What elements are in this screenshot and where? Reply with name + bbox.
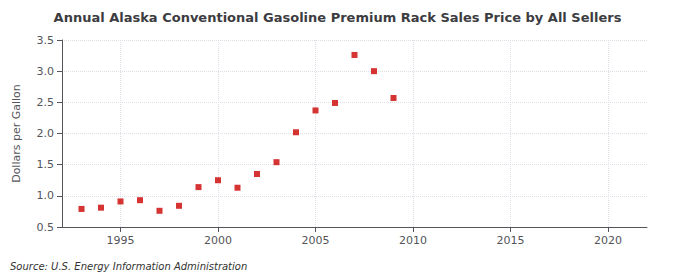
svg-text:Dollars per Gallon: Dollars per Gallon	[10, 84, 23, 183]
svg-text:3.5: 3.5	[37, 34, 55, 47]
svg-text:1.0: 1.0	[37, 189, 55, 202]
svg-text:2020: 2020	[594, 234, 622, 247]
svg-text:Source: U.S. Energy Informatio: Source: U.S. Energy Information Administ…	[10, 261, 247, 272]
svg-text:2015: 2015	[497, 234, 525, 247]
svg-text:2.0: 2.0	[37, 127, 55, 140]
svg-text:2.5: 2.5	[37, 96, 55, 109]
svg-text:2005: 2005	[302, 234, 330, 247]
svg-text:3.0: 3.0	[37, 65, 55, 78]
svg-text:Annual Alaska Conventional Gas: Annual Alaska Conventional Gasoline Prem…	[54, 10, 622, 25]
svg-text:2000: 2000	[204, 234, 232, 247]
svg-text:1995: 1995	[107, 234, 135, 247]
svg-text:1.5: 1.5	[37, 158, 55, 171]
svg-text:0.5: 0.5	[37, 221, 55, 234]
svg-text:2010: 2010	[399, 234, 427, 247]
